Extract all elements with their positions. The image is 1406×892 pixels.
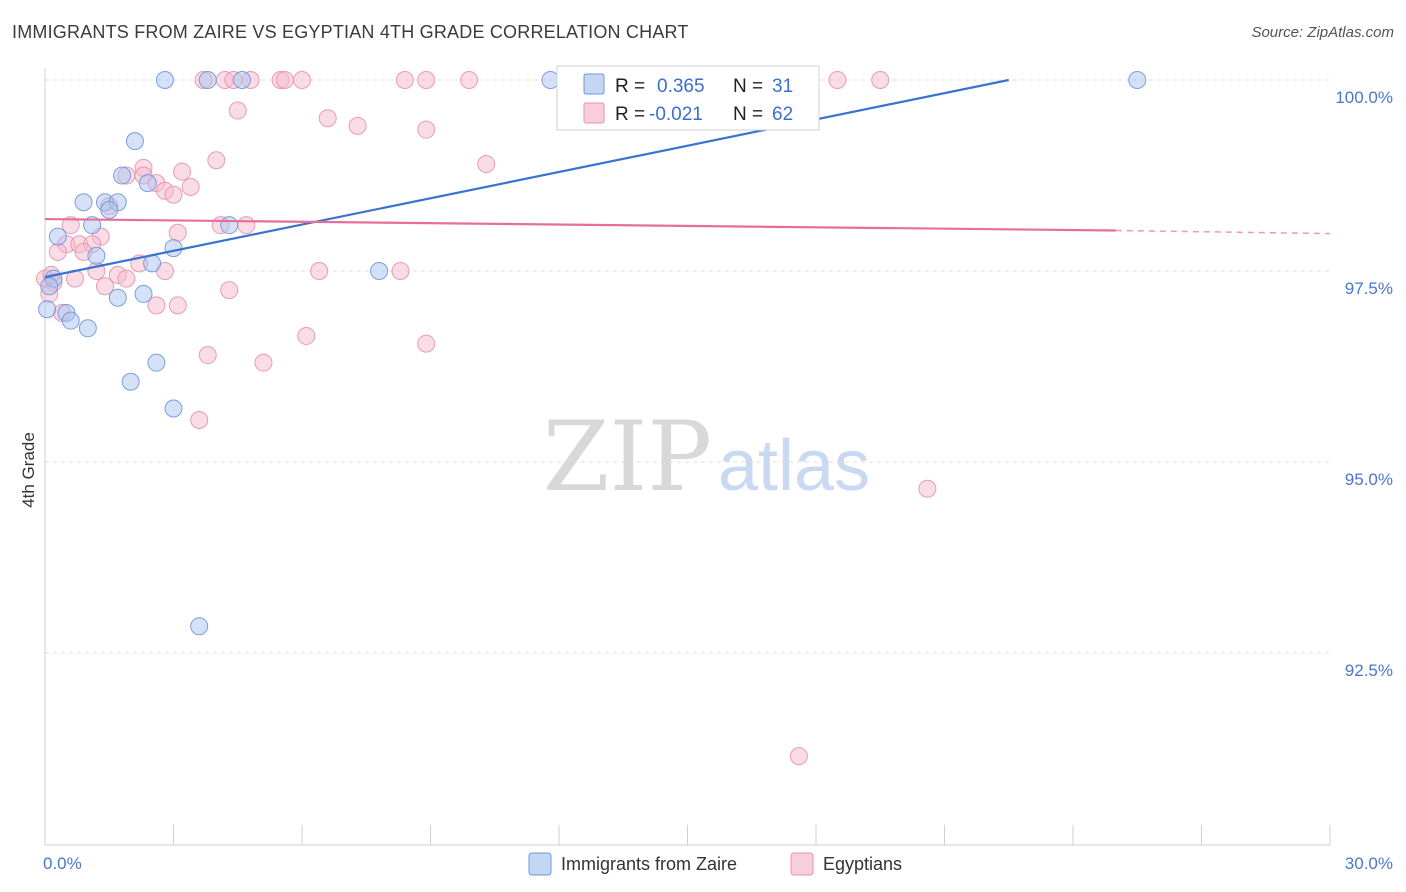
zaire-point-11	[100, 200, 119, 219]
zaire-point-23	[38, 300, 57, 319]
y-tick-label-2: 95.0%	[1345, 470, 1393, 489]
egypt-point-31	[168, 223, 187, 242]
zaire-point-4	[1128, 71, 1147, 89]
egypt-point-58	[190, 410, 209, 429]
zaire-point-22	[108, 288, 127, 307]
egypt-point-13	[228, 101, 247, 120]
series-legend: Immigrants from Zaire Egyptians	[528, 852, 902, 876]
bottom-legend-swatch-egypt	[790, 852, 814, 876]
zaire-point-3	[541, 71, 560, 89]
egypt-point-26	[164, 185, 183, 204]
source-label: Source: ZipAtlas.com	[1251, 24, 1394, 41]
egypt-point-14	[318, 109, 337, 128]
y-tick-label-1: 97.5%	[1345, 279, 1393, 298]
legend-r-label-zaire: R =	[615, 76, 645, 97]
x-tick-label-1: 30.0%	[1345, 854, 1393, 873]
egypt-point-60	[789, 747, 808, 766]
y-axis-title: 4th Grade	[19, 432, 38, 508]
zaire-point-20	[40, 277, 59, 296]
chart-title: IMMIGRANTS FROM ZAIRE VS EGYPTIAN 4TH GR…	[12, 22, 689, 42]
egypt-point-16	[417, 120, 436, 139]
zaire-point-18	[370, 262, 389, 280]
y-tick-label-3: 92.5%	[1345, 661, 1393, 680]
egypt-point-52	[168, 296, 187, 315]
egypt-point-57	[254, 353, 273, 372]
zaire-trend-line	[44, 78, 1009, 279]
zaire-point-28	[121, 372, 140, 391]
egypt-point-7	[395, 71, 414, 89]
zaire-point-27	[147, 353, 166, 372]
trend-lines	[44, 78, 1331, 279]
grid-lines	[45, 79, 1330, 654]
egypt-point-6	[293, 71, 311, 89]
zaire-point-0	[155, 71, 174, 89]
zaire-point-30	[190, 617, 209, 636]
legend-r-value-zaire: 0.365	[657, 76, 705, 97]
zaire-points	[38, 71, 1147, 636]
zaire-point-16	[87, 246, 106, 265]
egypt-point-11	[828, 71, 847, 89]
zaire-point-8	[74, 193, 93, 212]
bottom-legend-label-egypt: Egyptians	[823, 854, 902, 874]
egypt-point-41	[310, 262, 329, 280]
egypt-point-51	[147, 296, 166, 315]
zaire-point-13	[220, 216, 239, 235]
zaire-point-2	[233, 71, 252, 89]
egypt-point-42	[391, 262, 410, 280]
zaire-point-25	[61, 311, 80, 330]
egypt-point-59	[918, 479, 937, 498]
legend-swatch-egypt	[583, 102, 605, 124]
zaire-point-12	[83, 216, 102, 235]
legend-n-label-zaire: N =	[733, 76, 763, 97]
egypt-point-36	[48, 242, 67, 261]
x-tick-label-0: 0.0%	[43, 854, 82, 873]
egypt-point-5	[275, 71, 294, 89]
legend-n-value-zaire: 31	[772, 76, 793, 97]
egypt-point-15	[348, 116, 367, 135]
legend-n-label-egypt: N =	[733, 104, 763, 125]
zaire-point-7	[138, 174, 157, 193]
egypt-point-46	[117, 269, 136, 288]
watermark: ZIP atlas	[543, 401, 870, 513]
zaire-point-21	[134, 284, 153, 303]
egypt-point-20	[173, 162, 192, 181]
egypt-point-49	[220, 281, 239, 300]
egypt-point-56	[198, 346, 217, 365]
egypt-trend-line-extension	[1115, 229, 1331, 235]
y-tick-label-0: 100.0%	[1335, 88, 1393, 107]
zaire-point-6	[113, 166, 132, 185]
watermark-zip: ZIP	[543, 401, 712, 513]
zaire-point-5	[125, 132, 144, 151]
legend-swatch-zaire	[583, 73, 605, 95]
correlation-legend: R = 0.365 N = 31 R = -0.021 N = 62	[556, 65, 820, 131]
egypt-point-48	[95, 277, 114, 296]
egypt-point-8	[417, 71, 436, 89]
egypt-point-29	[237, 216, 256, 235]
egyptians-points	[36, 71, 937, 766]
egypt-point-12	[871, 71, 890, 89]
zaire-point-1	[198, 71, 217, 89]
egypt-trend-line	[44, 217, 1116, 232]
egypt-point-30	[61, 216, 80, 235]
x-tick-labels: 0.0% 30.0%	[43, 854, 1393, 873]
bottom-legend-swatch-zaire	[528, 852, 552, 876]
egypt-point-18	[207, 151, 226, 170]
axes	[44, 68, 1331, 846]
watermark-atlas: atlas	[718, 426, 870, 506]
zaire-point-15	[164, 239, 183, 258]
bottom-legend-label-zaire: Immigrants from Zaire	[561, 854, 737, 874]
legend-n-value-egypt: 62	[772, 104, 793, 125]
legend-r-value-egypt: -0.021	[649, 104, 703, 125]
zaire-point-29	[164, 399, 183, 418]
zaire-point-14	[48, 227, 67, 246]
y-tick-labels: 100.0% 97.5% 95.0% 92.5%	[1335, 88, 1393, 680]
egypt-point-9	[460, 71, 479, 89]
egypt-point-24	[181, 177, 200, 196]
egypt-point-55	[417, 334, 436, 353]
egypt-point-54	[297, 326, 316, 345]
zaire-point-26	[78, 319, 97, 338]
egypt-point-19	[477, 155, 496, 174]
legend-r-label-egypt: R =	[615, 104, 645, 125]
